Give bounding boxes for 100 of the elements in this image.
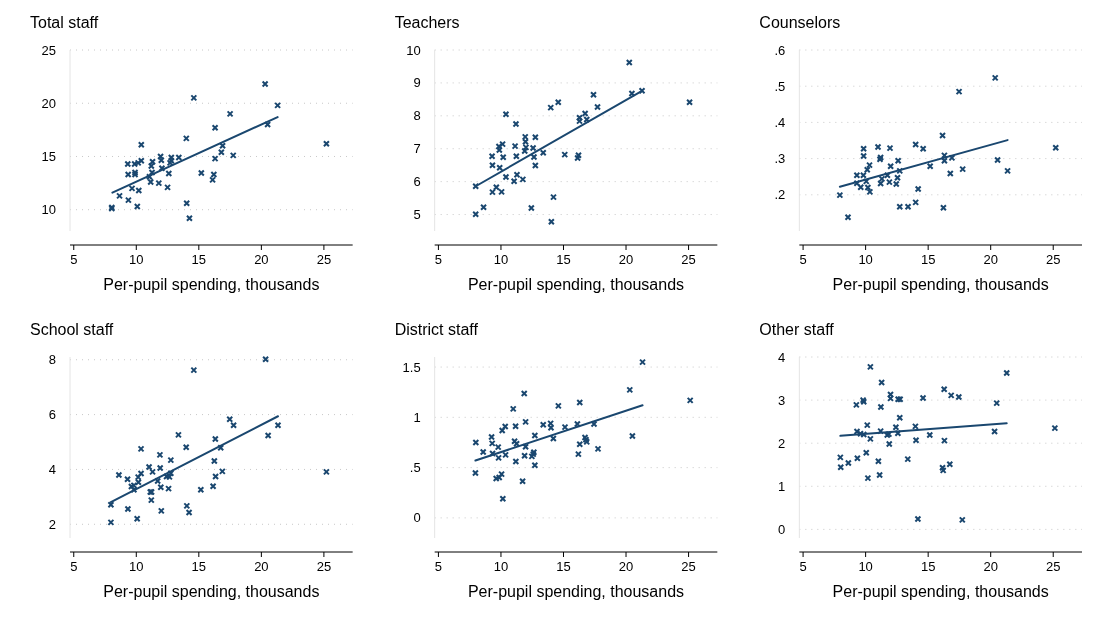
chart-title: Total staff	[30, 14, 99, 31]
y-tick-label: 15	[41, 149, 56, 165]
y-tick-label: 0	[413, 510, 421, 526]
point	[894, 157, 902, 165]
point	[919, 145, 927, 153]
x-tick-label: 15	[920, 252, 936, 267]
point	[512, 120, 520, 128]
point	[892, 423, 900, 431]
point	[190, 94, 198, 102]
point	[479, 448, 487, 456]
chart-title: Teachers	[394, 14, 460, 31]
y-tick-label: 9	[413, 75, 421, 91]
x-tick-label: 10	[129, 252, 144, 267]
y-tick-label: .3	[774, 151, 786, 167]
point	[919, 394, 927, 402]
point	[885, 440, 893, 448]
x-tick-label: 20	[254, 559, 269, 574]
x-tick-label: 15	[556, 252, 571, 267]
point	[511, 142, 519, 150]
point	[904, 455, 912, 463]
point	[197, 169, 205, 177]
point	[509, 405, 517, 413]
point	[502, 110, 510, 118]
y-tick-label: 25	[41, 42, 56, 58]
point	[499, 495, 507, 503]
point	[993, 399, 1001, 407]
x-tick-label: 25	[681, 559, 696, 574]
x-tick-label: 20	[983, 252, 998, 267]
x-axis-title: Per-pupil spending, thousands	[467, 276, 685, 293]
point	[137, 445, 145, 453]
x-tick-label: 25	[316, 559, 332, 574]
point	[124, 505, 132, 513]
point	[510, 177, 518, 185]
x-tick-label: 15	[556, 559, 571, 574]
y-tick-label: 10	[41, 202, 56, 218]
point	[864, 474, 872, 482]
x-tick-label: 5	[799, 252, 807, 267]
point	[167, 456, 175, 464]
point	[863, 421, 871, 429]
point	[912, 436, 920, 444]
point	[866, 188, 874, 196]
x-tick-label: 10	[493, 252, 509, 267]
point	[844, 459, 852, 467]
point	[183, 502, 191, 510]
y-tick-label: 1.5	[402, 359, 421, 375]
y-tick-label: .5	[774, 78, 786, 94]
x-tick-label: 25	[1046, 252, 1061, 267]
point	[926, 162, 934, 170]
y-tick-label: 7	[413, 141, 421, 157]
x-tick-label: 25	[1046, 559, 1061, 574]
point	[210, 457, 218, 465]
point	[211, 435, 219, 443]
y-tick-label: 8	[48, 352, 56, 368]
point	[844, 213, 852, 221]
y-tick-label: .6	[774, 42, 786, 58]
point	[495, 146, 503, 154]
point	[926, 431, 934, 439]
x-tick-label: 10	[858, 252, 873, 267]
x-tick-label: 15	[920, 559, 936, 574]
y-tick-label: 2	[48, 516, 56, 532]
x-tick-label: 15	[191, 559, 207, 574]
x-tick-label: 15	[191, 252, 207, 267]
x-tick-label: 10	[129, 559, 144, 574]
x-tick-label: 10	[493, 559, 509, 574]
y-tick-label: 4	[778, 349, 786, 365]
y-tick-label: 1	[778, 478, 786, 494]
point	[261, 80, 269, 88]
point	[156, 451, 164, 459]
y-tick-label: 0	[778, 521, 786, 537]
point	[527, 204, 535, 212]
point	[836, 191, 844, 199]
y-tick-label: 6	[48, 407, 56, 423]
y-tick-label: 8	[413, 108, 421, 124]
x-tick-label: 20	[618, 252, 634, 267]
x-tick-label: 20	[254, 252, 269, 267]
x-tick-label: 20	[983, 559, 998, 574]
point	[209, 482, 217, 490]
x-tick-label: 5	[70, 252, 78, 267]
x-axis-title: Per-pupil spending, thousands	[103, 276, 320, 293]
point	[133, 515, 141, 523]
point	[274, 421, 282, 429]
x-tick-label: 10	[858, 559, 873, 574]
point	[1051, 424, 1059, 432]
x-axis-title: Per-pupil spending, thousands	[467, 583, 685, 600]
point	[226, 110, 234, 118]
point	[914, 515, 922, 523]
point	[1003, 369, 1011, 377]
x-axis-title: Per-pupil spending, thousands	[832, 276, 1049, 293]
y-tick-label: 10	[406, 42, 421, 58]
point	[502, 173, 510, 181]
y-tick-label: 1	[413, 409, 421, 425]
point	[877, 403, 885, 411]
point	[190, 366, 198, 374]
point	[886, 144, 894, 152]
y-tick-label: 5	[413, 207, 421, 223]
point	[914, 185, 922, 193]
point	[547, 424, 555, 432]
point	[156, 464, 164, 472]
x-tick-label: 5	[434, 252, 443, 267]
point	[513, 171, 521, 179]
